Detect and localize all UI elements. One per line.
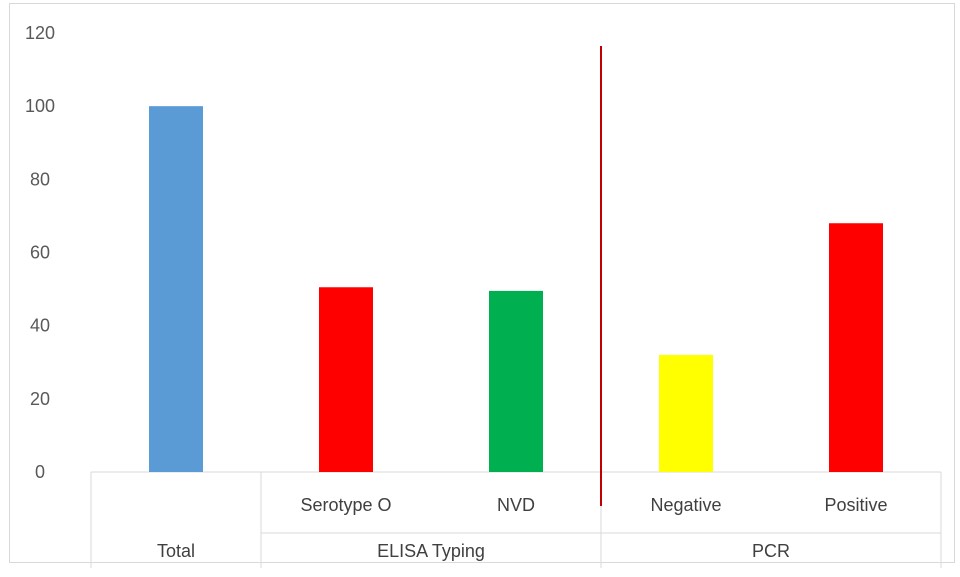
y-tick-label: 20 xyxy=(30,389,50,409)
category-label: Positive xyxy=(824,495,887,515)
group-label: Total xyxy=(157,541,195,561)
group-label: ELISA Typing xyxy=(377,541,485,561)
y-tick-label: 80 xyxy=(30,169,50,189)
y-tick-label: 120 xyxy=(25,23,55,43)
category-label: Negative xyxy=(650,495,721,515)
y-tick-label: 60 xyxy=(30,243,50,263)
category-label: Serotype O xyxy=(300,495,391,515)
group-label: PCR xyxy=(752,541,790,561)
y-tick-label: 40 xyxy=(30,316,50,336)
bar-positive xyxy=(829,223,883,472)
bars xyxy=(149,106,883,473)
bar-total xyxy=(149,106,203,473)
category-axis-table: Total ELISA Typing PCR Serotype O NVD Negativ… xyxy=(90,471,942,568)
category-label: NVD xyxy=(497,495,535,515)
bar-serotype-o xyxy=(319,287,373,472)
y-tick-label: 0 xyxy=(35,462,45,482)
y-tick-label: 100 xyxy=(25,96,55,116)
bar-nvd xyxy=(489,290,543,472)
y-axis-ticks: 0 20 40 60 80 100 120 xyxy=(25,23,55,482)
bar-negative xyxy=(659,354,713,472)
